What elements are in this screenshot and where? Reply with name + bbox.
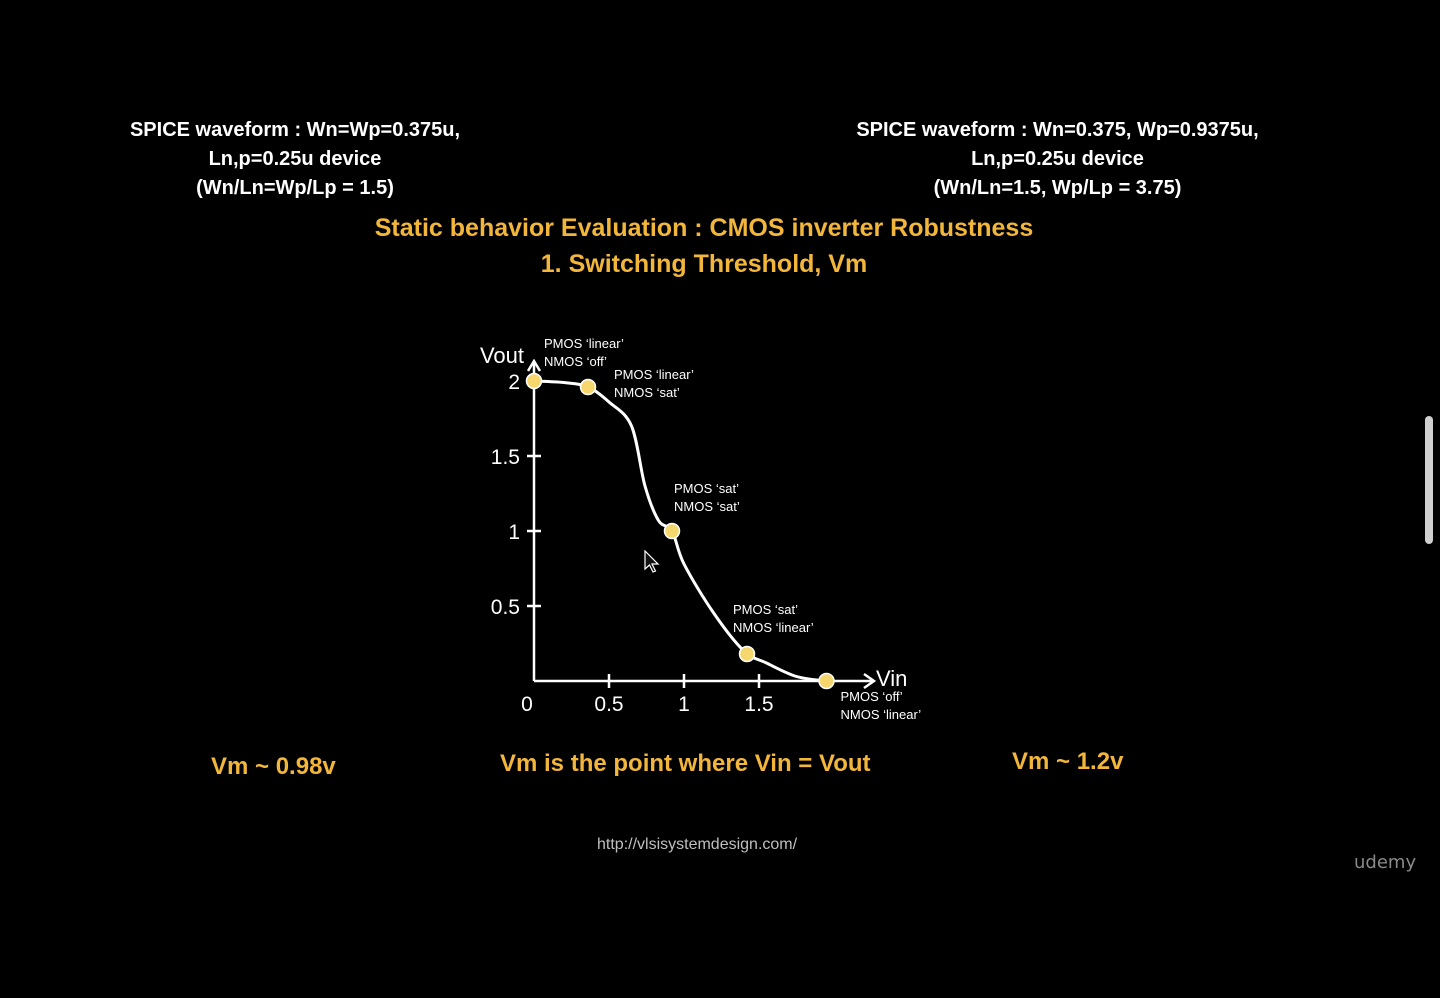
x-tick-label: 1: [678, 693, 690, 716]
right-vm-note: Vm ~ 1.2v: [1012, 748, 1124, 775]
operating-point: [663, 522, 681, 540]
point-label-pmos: PMOS ‘off’: [841, 689, 903, 704]
left-caption-line3: (Wn/Ln=Wp/Lp = 1.5): [196, 177, 394, 199]
right-caption-line2: Ln,p=0.25u device: [971, 148, 1144, 170]
x-tick-label: 1.5: [744, 693, 773, 716]
operating-point: [525, 372, 543, 390]
left-caption: SPICE waveform : Wn=Wp=0.375u, Ln,p=0.25…: [90, 116, 500, 203]
point-label-pmos: PMOS ‘sat’: [674, 481, 739, 496]
y-axis-label: Vout: [480, 343, 524, 368]
right-caption: SPICE waveform : Wn=0.375, Wp=0.9375u, L…: [800, 116, 1315, 203]
vtc-chart: Vin Vout 0 0.5 1 1.5 0.5 1 1.5 2 PMOS ‘linear’ NMOS…: [440, 335, 960, 735]
udemy-logo: udemy: [1354, 852, 1417, 873]
vertical-scrollbar[interactable]: [1425, 416, 1433, 544]
left-caption-line2: Ln,p=0.25u device: [208, 148, 382, 170]
slide-headline: Static behavior Evaluation : CMOS invert…: [300, 210, 1108, 282]
y-tick-label: 1: [508, 521, 520, 544]
point-label-pmos: PMOS ‘linear’: [614, 367, 694, 382]
point-label-nmos: NMOS ‘sat’: [614, 385, 680, 400]
headline-line1: Static behavior Evaluation : CMOS invert…: [374, 214, 1034, 242]
operating-point: [738, 645, 756, 663]
operating-point: [579, 378, 597, 396]
vtc-chart-svg: Vin Vout 0 0.5 1 1.5 0.5 1 1.5 2 PMOS ‘linear’ NMOS…: [480, 336, 922, 722]
x-axis-arrow-icon: [863, 672, 877, 690]
point-label-nmos: NMOS ‘linear’: [733, 620, 814, 635]
x-tick-label: 0: [521, 693, 533, 716]
right-caption-line1: SPICE waveform : Wn=0.375, Wp=0.9375u,: [856, 119, 1259, 141]
mouse-cursor-icon: [644, 550, 660, 573]
footer-url[interactable]: http://vlsisystemdesign.com/: [597, 836, 798, 853]
y-axis-arrow-icon: [526, 358, 542, 372]
left-caption-line1: SPICE waveform : Wn=Wp=0.375u,: [129, 119, 461, 141]
x-tick-label: 0.5: [594, 693, 623, 716]
right-caption-line3: (Wn/Ln=1.5, Wp/Lp = 3.75): [933, 177, 1182, 199]
point-label-nmos: NMOS ‘sat’: [674, 499, 740, 514]
operating-point: [818, 672, 835, 690]
point-label-pmos: PMOS ‘sat’: [733, 602, 798, 617]
point-label-nmos: NMOS ‘off’: [544, 354, 607, 369]
y-tick-label: 2: [508, 371, 520, 394]
x-axis-label: Vin: [876, 666, 907, 691]
headline-line2: 1. Switching Threshold, Vm: [540, 250, 868, 278]
vm-definition: Vm is the point where Vin = Vout: [500, 750, 871, 777]
point-label-pmos: PMOS ‘linear’: [544, 336, 624, 351]
point-label-nmos: NMOS ‘linear’: [841, 707, 922, 722]
left-vm-note: Vm ~ 0.98v: [211, 753, 336, 780]
y-tick-label: 0.5: [491, 596, 520, 619]
y-tick-label: 1.5: [491, 446, 520, 469]
